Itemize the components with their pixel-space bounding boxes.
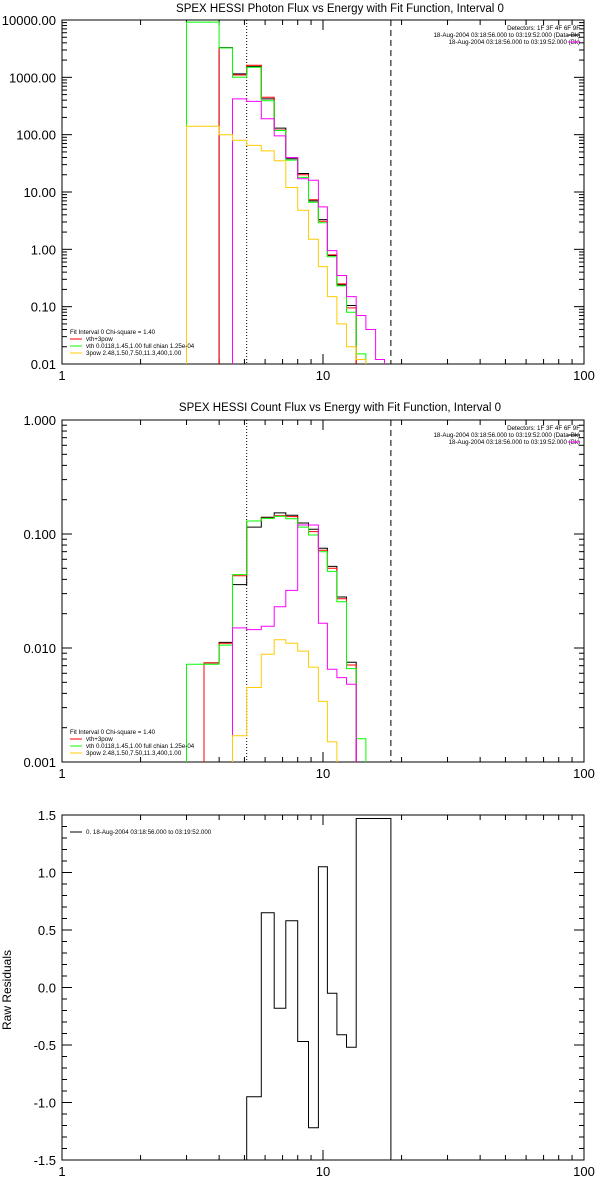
photon-flux-chart: SPEX HESSI Photon Flux vs Energy with Fi… (2, 3, 595, 383)
count-flux-info-block: Detectors: 1F 3F 4F 6F 9F 18-Aug-2004 03… (433, 425, 580, 446)
series-line-1 (203, 515, 357, 762)
photon-flux-legend-total: vth+3pow (86, 336, 113, 343)
residuals-legend: 0. 18-Aug-2004 03:18:56.000 to 03:19:52.… (70, 829, 212, 836)
photon-flux-plot-frame (61, 19, 585, 365)
y-tick-label: 1.00 (31, 242, 56, 257)
x-tick-label: 10 (316, 1164, 330, 1179)
y-tick-label: 0.100 (23, 527, 56, 542)
series-line-0 (218, 47, 357, 364)
photon-flux-x-tick-labels: 1 10 100 (58, 368, 594, 383)
photon-flux-title: SPEX HESSI Photon Flux vs Energy with Fi… (176, 3, 504, 15)
x-tick-label: 1 (58, 1164, 65, 1179)
residuals-y-axis-label: Raw Residuals (0, 950, 14, 1030)
y-tick-label: 100.00 (16, 128, 56, 143)
series-line-0 (246, 818, 392, 1160)
series-line-4 (232, 639, 338, 762)
photon-flux-legend-vth: vth 0.0118,1.45,1.00 full chian 1.25e-04 (86, 343, 195, 350)
photon-flux-legend: Fit Interval 0 Chi-square = 1.40 vth+3po… (70, 329, 195, 357)
count-flux-legend-total: vth+3pow (86, 736, 113, 743)
y-tick-label: 0.0 (38, 981, 56, 996)
count-flux-data-bk-interval: 18-Aug-2004 03:18:56.000 to 03:19:52.000… (433, 432, 580, 439)
series-line-0 (203, 512, 357, 762)
y-tick-label: 1000.00 (9, 70, 56, 85)
series-line-1 (218, 47, 357, 364)
count-flux-x-tick-labels: 1 10 100 (58, 766, 594, 781)
y-tick-label: 1.0 (38, 866, 56, 881)
y-tick-label: 0.001 (23, 755, 56, 770)
series-line-3 (232, 524, 357, 762)
series-line-2 (186, 21, 367, 364)
y-tick-label: -1.5 (34, 1153, 56, 1168)
x-tick-label: 1 (58, 368, 65, 383)
residuals-y-tick-labels: 1.5 1.0 0.5 0.0 -0.5 -1.0 -1.5 (34, 808, 56, 1168)
count-flux-legend-header: Fit Interval 0 Chi-square = 1.40 (70, 729, 156, 736)
series-line-4 (186, 125, 367, 364)
photon-flux-info-block: Detectors: 1F 3F 4F 6F 9F 18-Aug-2004 03… (433, 25, 580, 46)
count-flux-series (186, 512, 367, 762)
count-flux-title: SPEX HESSI Count Flux vs Energy with Fit… (179, 402, 501, 414)
residuals-legend-interval: 0. 18-Aug-2004 03:18:56.000 to 03:19:52.… (86, 829, 212, 836)
photon-flux-y-tick-labels: 10000.00 1000.00 100.00 10.00 1.00 0.10 0.01 (2, 13, 56, 372)
x-tick-label: 10 (316, 368, 330, 383)
residuals-series (246, 818, 392, 1160)
count-flux-axis-ticks (61, 419, 585, 763)
photon-flux-data-bk-interval: 18-Aug-2004 03:18:56.000 to 03:19:52.000… (433, 32, 580, 39)
count-flux-legend-vth: vth 0.0118,1.45,1.00 full chian 1.25e-04 (86, 743, 195, 750)
x-tick-label: 1 (58, 766, 65, 781)
photon-flux-legend-3pow: 3pow 2.48,1.50,7.50,11.3,400,1.00 (86, 350, 182, 357)
y-tick-label: -1.0 (34, 1096, 56, 1111)
x-tick-label: 100 (573, 766, 595, 781)
x-tick-label: 100 (573, 368, 595, 383)
series-line-3 (232, 98, 385, 364)
x-tick-label: 100 (573, 1164, 595, 1179)
y-tick-label: 10.00 (23, 185, 56, 200)
y-tick-label: 10000.00 (2, 13, 56, 28)
count-flux-plot-frame (61, 419, 585, 763)
residuals-axis-ticks (61, 814, 585, 1161)
count-flux-legend: Fit Interval 0 Chi-square = 1.40 vth+3po… (70, 729, 195, 757)
photon-flux-bk-interval: 18-Aug-2004 03:18:56.000 to 03:19:52.000… (449, 39, 580, 46)
residuals-x-tick-labels: 1 10 100 (58, 1164, 594, 1179)
y-tick-label: 0.10 (31, 300, 56, 315)
y-tick-label: 0.010 (23, 641, 56, 656)
photon-flux-axis-ticks (61, 19, 585, 365)
y-tick-label: -0.5 (34, 1038, 56, 1053)
y-tick-label: 0.5 (38, 923, 56, 938)
y-tick-label: 1.000 (23, 413, 56, 428)
x-tick-label: 10 (316, 766, 330, 781)
series-line-2 (186, 515, 367, 762)
count-flux-detectors: Detectors: 1F 3F 4F 6F 9F (507, 425, 580, 432)
residuals-chart: Raw Residuals 1.5 1.0 0.5 0.0 -0.5 -1.0 -1.5 1… (0, 808, 595, 1179)
count-flux-bk-interval: 18-Aug-2004 03:18:56.000 to 03:19:52.000… (449, 439, 580, 446)
photon-flux-detectors: Detectors: 1F 3F 4F 6F 9F (507, 25, 580, 32)
count-flux-y-tick-labels: 1.000 0.100 0.010 0.001 (23, 413, 56, 770)
count-flux-chart: SPEX HESSI Count Flux vs Energy with Fit… (23, 402, 594, 781)
y-tick-label: 0.01 (31, 357, 56, 372)
count-flux-legend-3pow: 3pow 2.48,1.50,7.50,11.3,400,1.00 (86, 750, 182, 757)
y-tick-label: 1.5 (38, 808, 56, 823)
photon-flux-legend-header: Fit Interval 0 Chi-square = 1.40 (70, 329, 156, 336)
photon-flux-series (186, 21, 385, 364)
